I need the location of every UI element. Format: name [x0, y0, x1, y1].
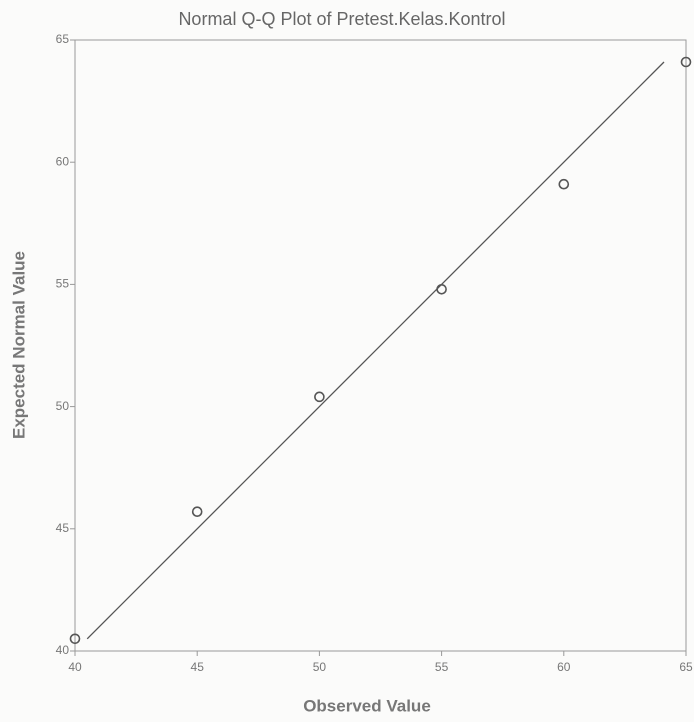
x-axis-label: Observed Value — [303, 696, 431, 715]
data-point — [558, 178, 570, 190]
x-tick-label: 65 — [679, 660, 693, 674]
y-tick-label: 55 — [56, 277, 70, 291]
chart-title: Normal Q-Q Plot of Pretest.Kelas.Kontrol — [178, 9, 505, 29]
data-point — [191, 506, 203, 517]
data-point — [69, 633, 81, 645]
y-tick-label: 50 — [56, 399, 70, 413]
x-tick-label: 45 — [191, 660, 205, 674]
x-tick-label: 55 — [435, 660, 449, 674]
y-tick-label: 60 — [56, 154, 70, 168]
y-tick-label: 40 — [56, 643, 70, 657]
x-tick-label: 40 — [68, 660, 82, 674]
x-tick-label: 50 — [313, 660, 327, 674]
reference-line — [86, 61, 665, 640]
x-tick-label: 60 — [557, 660, 571, 674]
plot-frame — [74, 39, 687, 652]
data-point — [680, 56, 692, 68]
y-tick-label: 45 — [56, 521, 70, 535]
data-point — [436, 283, 447, 295]
y-tick-label: 65 — [56, 32, 70, 46]
data-point — [314, 391, 325, 403]
y-axis-label: Expected Normal Value — [9, 251, 28, 439]
